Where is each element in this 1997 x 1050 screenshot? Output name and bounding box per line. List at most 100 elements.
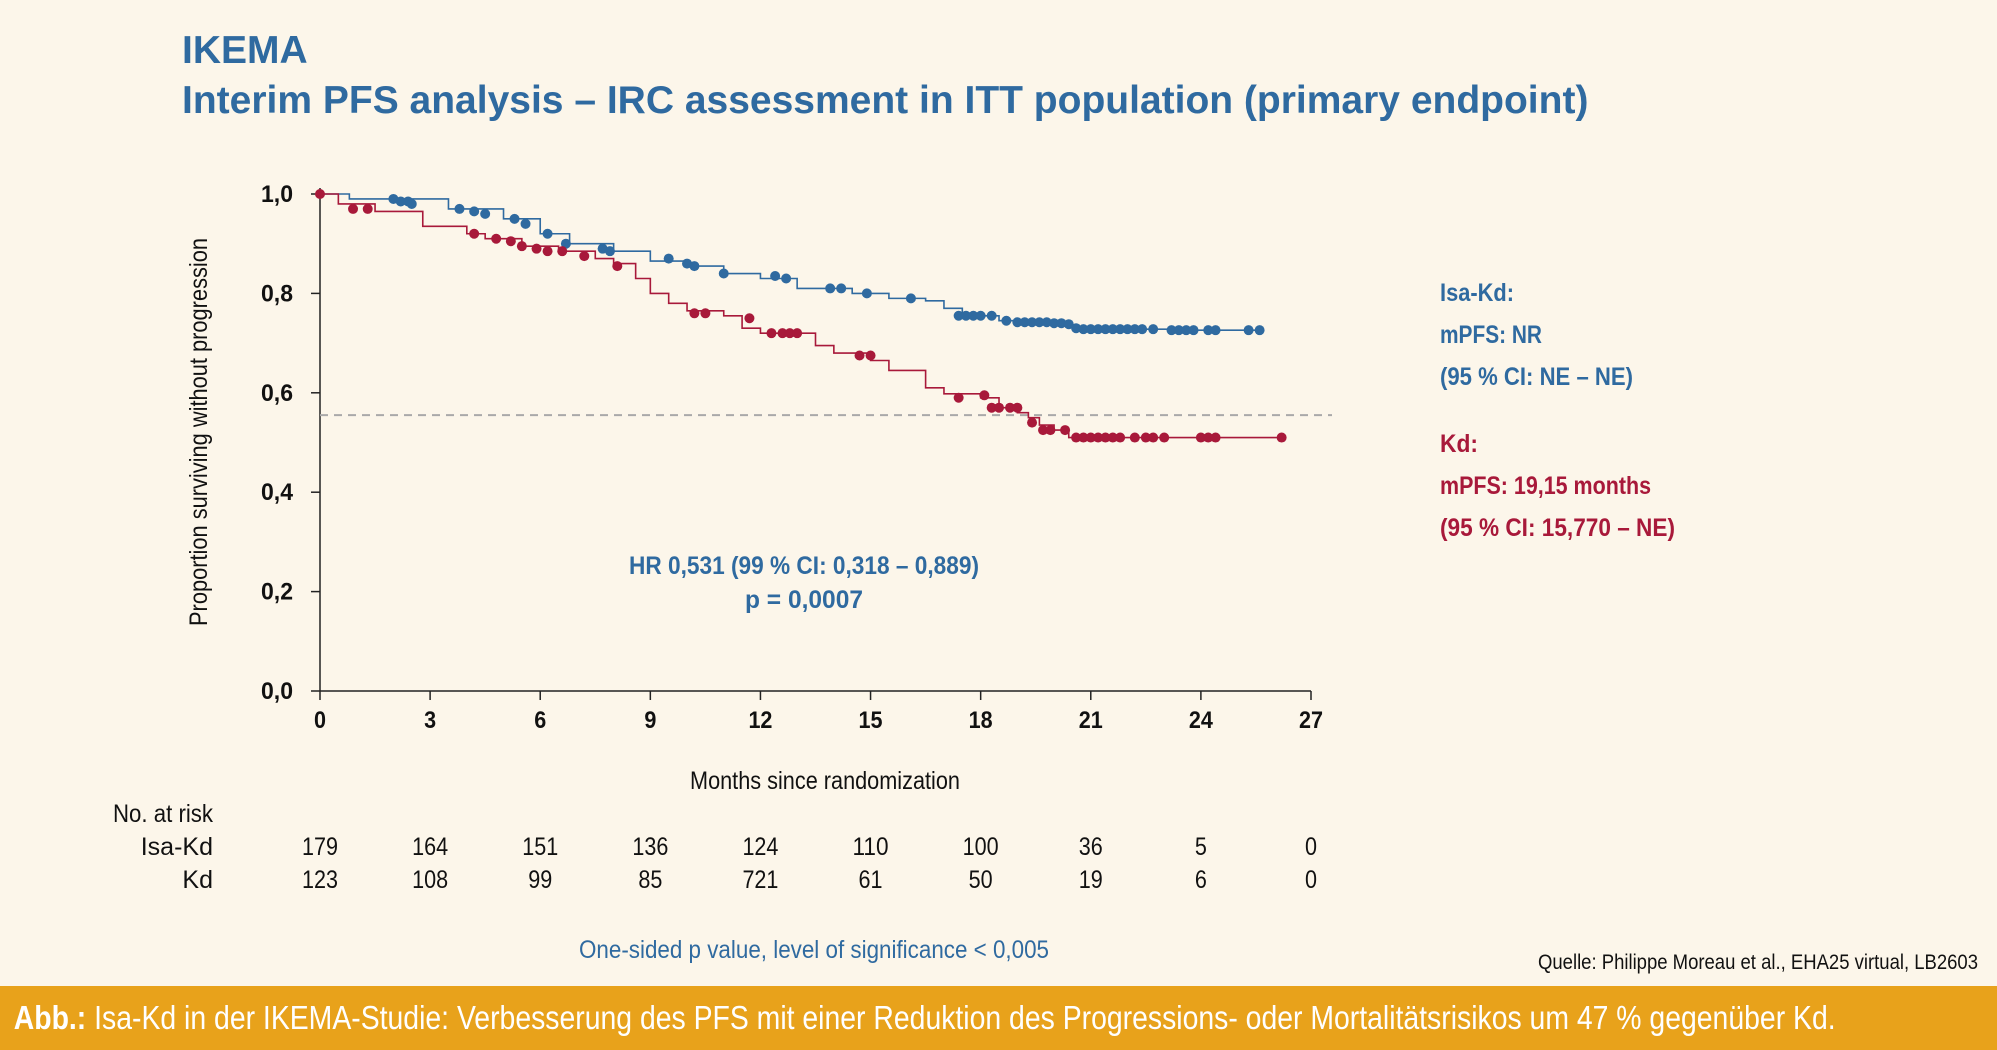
censor-mark-kd	[1012, 402, 1023, 413]
chart-axes: 0 3 6 9 12 15 18 21 24 27 0,0 0,2 0,4 0,6 0,8 1,0 Months…	[185, 181, 1332, 795]
censor-mark-kd	[1140, 432, 1151, 443]
censor-mark-kd	[1129, 432, 1140, 443]
censor-mark-isa-kd	[406, 198, 417, 209]
x-tick-label-6: 6	[534, 707, 546, 734]
censor-mark-isa-kd	[663, 253, 674, 264]
censor-mark-kd	[986, 402, 997, 413]
risk-table-header: No. at risk	[113, 800, 213, 828]
x-tick-label-24: 24	[1189, 707, 1214, 734]
risk-value-kd: 721	[742, 866, 778, 894]
censor-mark-kd	[1005, 402, 1016, 413]
risk-row-label-isa-kd: Isa-Kd	[141, 833, 213, 861]
y-axis-label: Proportion surviving without progression	[185, 238, 213, 626]
censor-mark-kd	[1093, 432, 1104, 443]
censor-mark-isa-kd	[1188, 325, 1199, 336]
censor-mark-isa-kd	[1027, 317, 1038, 328]
caption-prefix: Abb.:	[13, 999, 87, 1036]
censor-mark-kd	[579, 251, 590, 262]
censor-mark-isa-kd	[1019, 317, 1030, 328]
legend-kd-line-3: (95 % CI: 15,770 – NE)	[1440, 514, 1675, 542]
y-tick-label-1,0: 1,0	[261, 181, 293, 208]
censor-mark-kd	[766, 328, 777, 339]
censor-mark-kd	[777, 328, 788, 339]
chart-texts: HR 0,531 (99 % CI: 0,318 – 0,889) p = 0,0…	[113, 279, 1978, 974]
censor-mark-kd	[854, 350, 865, 361]
chart-title: IKEMA Interim PFS analysis – IRC assessm…	[182, 26, 1588, 126]
censor-mark-kd	[1100, 432, 1111, 443]
censor-mark-kd	[744, 313, 755, 324]
censor-mark-kd	[1148, 432, 1159, 443]
censor-mark-kd	[689, 308, 700, 319]
censor-mark-isa-kd	[770, 271, 781, 282]
x-tick-label-3: 3	[424, 707, 436, 734]
censor-mark-isa-kd	[1203, 325, 1214, 336]
censor-mark-isa-kd	[1122, 324, 1133, 335]
censor-mark-isa-kd	[1181, 325, 1192, 336]
censor-mark-kd	[612, 261, 623, 272]
censor-mark-kd	[1115, 432, 1126, 443]
censor-mark-isa-kd	[1071, 323, 1082, 334]
risk-value-isa-kd: 36	[1079, 833, 1103, 861]
x-tick-label-15: 15	[859, 707, 883, 734]
chart-curves	[315, 189, 1287, 443]
risk-value-isa-kd: 100	[963, 833, 999, 861]
title-line-2: Interim PFS analysis – IRC assessment in…	[182, 79, 1589, 122]
censor-mark-kd	[315, 189, 325, 199]
x-tick-label-12: 12	[748, 707, 772, 734]
censor-mark-isa-kd	[1078, 324, 1089, 335]
censor-mark-kd	[994, 402, 1005, 413]
censor-mark-kd	[1203, 432, 1214, 443]
censor-mark-kd	[865, 350, 876, 361]
censor-mark-isa-kd	[520, 218, 531, 229]
censor-mark-kd	[1210, 432, 1221, 443]
km-chart: 0 3 6 9 12 15 18 21 24 270,00,20,40,60,81,0Months…	[113, 181, 1978, 974]
censor-mark-isa-kd	[1115, 324, 1126, 335]
x-tick-label-0: 0	[314, 707, 326, 734]
censor-mark-isa-kd	[825, 283, 836, 294]
censor-mark-kd	[792, 328, 803, 339]
legend-isa-kd-line-1: Isa-Kd:	[1440, 279, 1514, 307]
censor-mark-kd	[1045, 425, 1056, 436]
censor-mark-isa-kd	[1137, 324, 1148, 335]
censor-mark-isa-kd	[1049, 318, 1060, 329]
y-tick-label-0,2: 0,2	[261, 579, 293, 606]
risk-value-isa-kd: 136	[632, 833, 668, 861]
censor-mark-isa-kd	[604, 246, 615, 257]
censor-mark-kd	[557, 246, 568, 257]
legend-isa-kd-line-3: (95 % CI: NE – NE)	[1440, 363, 1633, 391]
risk-value-kd: 61	[859, 866, 883, 894]
risk-value-kd: 123	[302, 866, 338, 894]
censor-mark-isa-kd	[953, 310, 964, 321]
censor-mark-kd	[1107, 432, 1118, 443]
source-note: Quelle: Philippe Moreau et al., EHA25 vi…	[1538, 951, 1978, 974]
censor-mark-isa-kd	[1001, 315, 1012, 326]
censor-mark-isa-kd	[1210, 325, 1221, 336]
x-axis-label: Months since randomization	[690, 767, 960, 795]
curve-isa-kd	[320, 193, 1256, 331]
censor-mark-isa-kd	[1041, 317, 1052, 328]
figure-caption: Abb.: Isa-Kd in der IKEMA-Studie: Verbes…	[0, 986, 1997, 1050]
risk-value-isa-kd: 164	[412, 833, 448, 861]
legend-kd-line-1: Kd:	[1440, 430, 1478, 458]
censor-mark-kd	[1195, 432, 1206, 443]
risk-value-isa-kd: 110	[853, 833, 889, 861]
censor-mark-kd	[1071, 432, 1082, 443]
censor-mark-kd	[1078, 432, 1089, 443]
censor-mark-kd	[700, 308, 711, 319]
censor-mark-isa-kd	[1034, 317, 1045, 328]
censor-mark-kd	[1159, 432, 1170, 443]
risk-value-kd: 108	[412, 866, 448, 894]
footnote: One-sided p value, level of significance…	[579, 936, 1049, 964]
censor-mark-kd	[953, 392, 964, 403]
censor-mark-isa-kd	[1012, 317, 1023, 328]
x-tick-label-27: 27	[1299, 707, 1323, 734]
x-tick-label-21: 21	[1079, 707, 1103, 734]
censor-mark-kd	[362, 203, 373, 214]
censor-mark-isa-kd	[1173, 325, 1184, 336]
censor-mark-kd	[1060, 425, 1071, 436]
censor-mark-isa-kd	[781, 273, 792, 284]
censor-mark-isa-kd	[1166, 325, 1177, 336]
censor-mark-isa-kd	[861, 288, 872, 299]
censor-mark-kd	[505, 236, 516, 247]
censor-mark-kd	[1276, 432, 1287, 443]
